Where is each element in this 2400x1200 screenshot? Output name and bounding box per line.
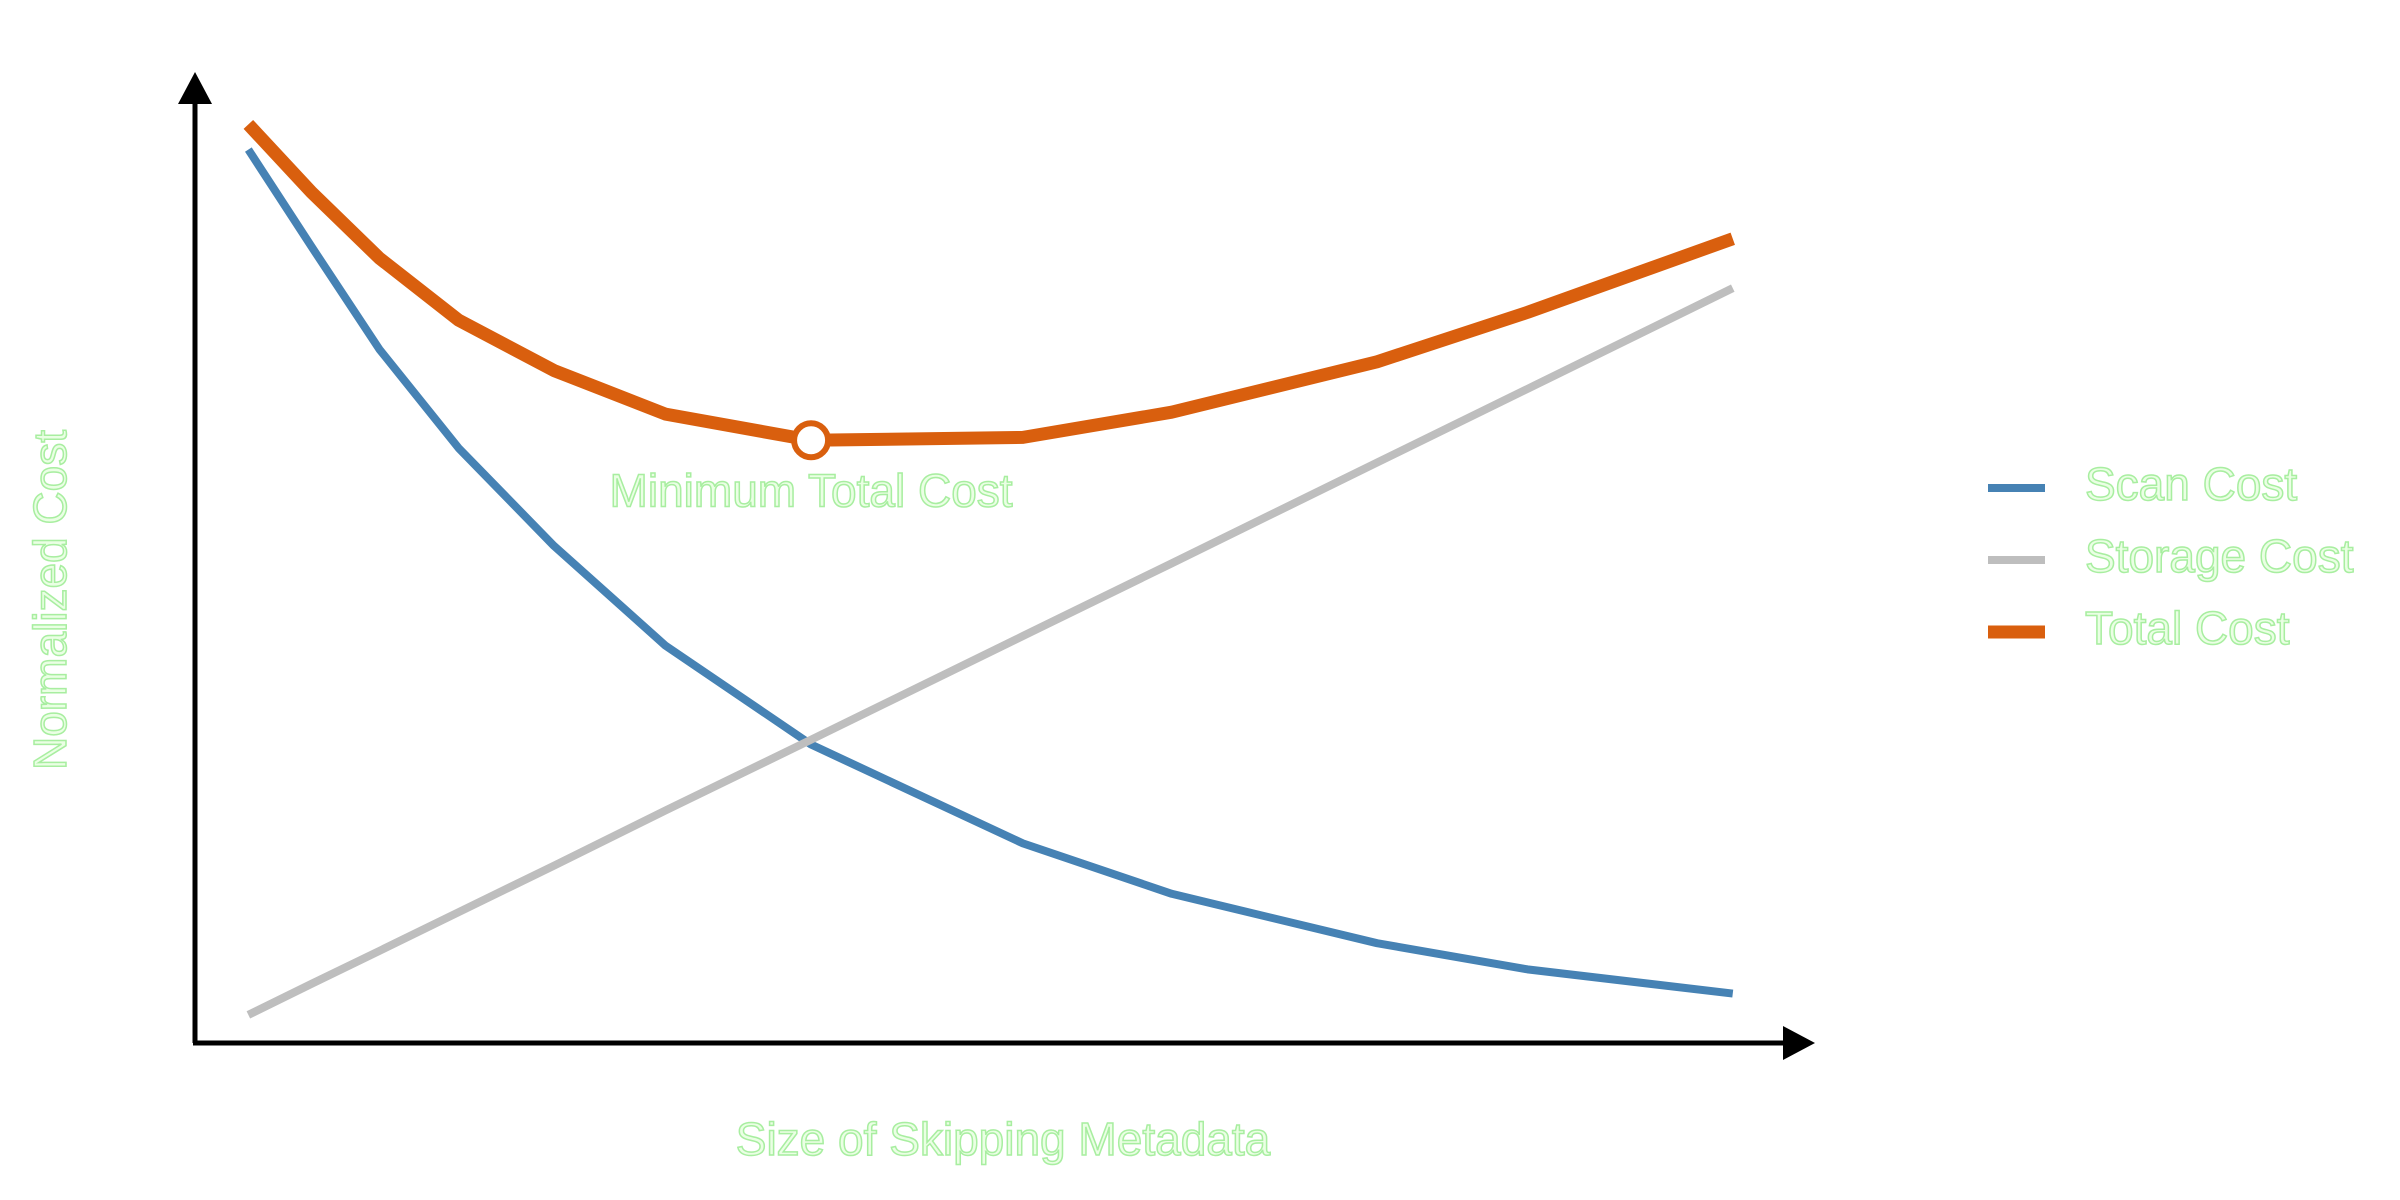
x-axis-label: Size of Skipping Metadata <box>736 1113 1271 1165</box>
legend-label: Total Cost <box>2085 602 2290 654</box>
y-axis-arrow <box>178 72 212 104</box>
annotation-label: Minimum Total Cost <box>610 464 1013 516</box>
series-line <box>246 284 1735 1019</box>
y-axis-label: Normalized Cost <box>24 430 76 770</box>
legend-label: Scan Cost <box>2085 458 2297 510</box>
x-axis-arrow <box>1783 1026 1815 1060</box>
minimum-marker <box>791 420 832 461</box>
series-line <box>245 147 1734 998</box>
series-line <box>243 119 1735 447</box>
legend-label: Storage Cost <box>2085 530 2354 582</box>
